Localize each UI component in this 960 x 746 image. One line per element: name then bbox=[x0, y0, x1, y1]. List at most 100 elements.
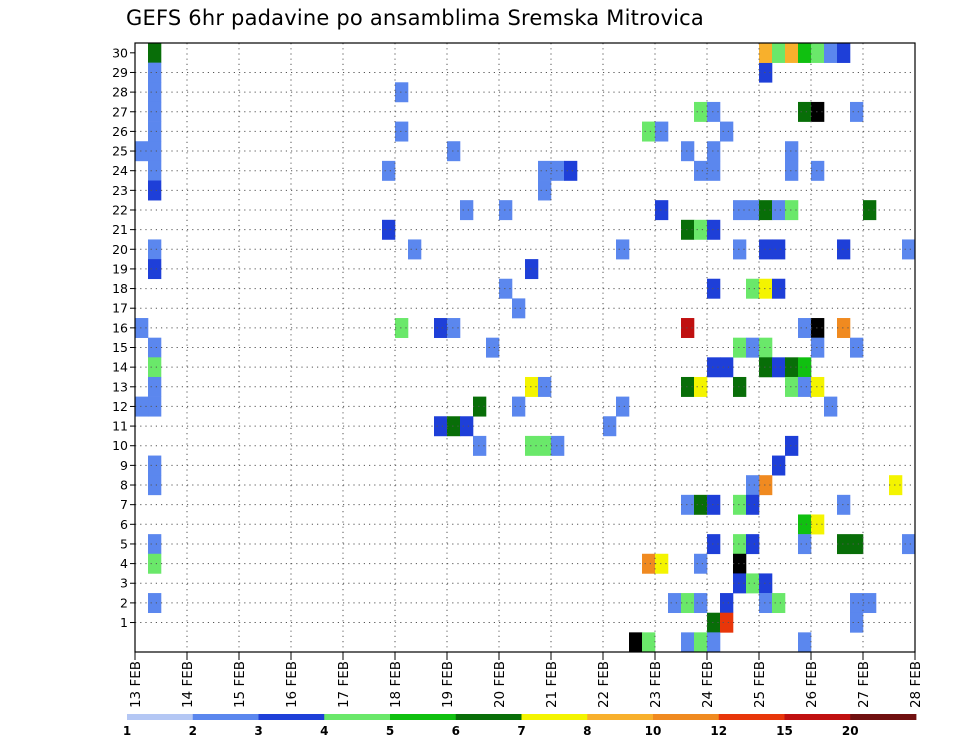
x-tick-label: 26 FEB bbox=[804, 661, 820, 708]
y-tick-label: 3 bbox=[120, 576, 128, 591]
y-tick-label: 14 bbox=[112, 360, 128, 375]
heatmap-cell bbox=[759, 200, 773, 221]
heatmap-cell bbox=[681, 593, 695, 614]
heatmap-cell bbox=[720, 357, 734, 378]
y-tick-label: 4 bbox=[120, 556, 128, 571]
heatmap-cell bbox=[707, 101, 721, 122]
heatmap-cell bbox=[681, 219, 695, 240]
heatmap-cell bbox=[148, 259, 162, 280]
legend-label: 1 bbox=[123, 724, 131, 738]
heatmap-cell bbox=[148, 239, 162, 260]
heatmap-cell bbox=[148, 357, 162, 378]
heatmap-cell bbox=[707, 612, 721, 633]
y-tick-label: 2 bbox=[120, 595, 128, 610]
x-tick-label: 16 FEB bbox=[284, 661, 300, 708]
x-tick-label: 23 FEB bbox=[648, 661, 664, 708]
heatmap-cell bbox=[837, 318, 851, 338]
y-tick-label: 25 bbox=[112, 144, 128, 159]
legend-swatch bbox=[718, 714, 785, 720]
heatmap-cell bbox=[850, 593, 864, 614]
y-tick-label: 27 bbox=[112, 104, 128, 119]
heatmap-cell bbox=[759, 278, 773, 299]
heatmap-cell bbox=[759, 357, 773, 378]
y-tick-label: 29 bbox=[112, 65, 128, 80]
heatmap-cell bbox=[681, 632, 695, 653]
y-tick-label: 9 bbox=[120, 458, 128, 473]
heatmap-cell bbox=[148, 337, 162, 358]
heatmap-cell bbox=[148, 553, 162, 574]
heatmap-cell bbox=[798, 514, 812, 535]
legend: 1 2 3 4 5 6 7 8 10 12 15 20 bbox=[123, 714, 917, 738]
heatmap-cell bbox=[785, 435, 799, 456]
heatmap-cell bbox=[694, 219, 708, 240]
heatmap-cell bbox=[642, 553, 656, 574]
heatmap-cell bbox=[733, 494, 747, 515]
heatmap-cell bbox=[564, 160, 578, 181]
legend-label: 4 bbox=[320, 724, 328, 738]
grid-lines bbox=[135, 43, 915, 652]
heatmap-cell bbox=[811, 514, 825, 535]
heatmap-cell bbox=[629, 632, 643, 653]
heatmap-cell bbox=[148, 593, 162, 614]
legend-label: 8 bbox=[583, 724, 591, 738]
y-tick-label: 5 bbox=[120, 536, 128, 551]
heatmap-cell bbox=[759, 62, 773, 83]
heatmap-cell bbox=[135, 396, 149, 417]
heatmap-cell bbox=[785, 160, 799, 181]
heatmap-cell bbox=[616, 239, 630, 260]
heatmap-cell bbox=[746, 494, 760, 515]
legend-swatch bbox=[390, 714, 457, 720]
heatmap-cell bbox=[148, 396, 162, 417]
heatmap-cell bbox=[447, 141, 461, 162]
heatmap-cell bbox=[395, 121, 409, 142]
heatmap-cell bbox=[434, 416, 448, 437]
heatmap-cell bbox=[148, 455, 162, 476]
heatmap-cell bbox=[694, 632, 708, 653]
y-tick-label: 17 bbox=[112, 301, 128, 316]
heatmap-cell bbox=[772, 455, 786, 476]
heatmap-cell bbox=[746, 200, 760, 221]
heatmap-cell bbox=[798, 632, 812, 653]
heatmap-cell bbox=[681, 376, 695, 397]
heatmap-cell bbox=[733, 573, 747, 594]
heatmap-cell bbox=[902, 534, 916, 555]
heatmap-cell bbox=[148, 475, 162, 496]
x-tick-label: 20 FEB bbox=[492, 661, 508, 708]
heatmap-cell bbox=[785, 376, 799, 397]
heatmap-cell bbox=[603, 416, 617, 437]
legend-swatch bbox=[455, 714, 522, 720]
heatmap-cell bbox=[408, 239, 422, 260]
legend-label: 10 bbox=[645, 724, 662, 738]
heatmap-cell bbox=[772, 357, 786, 378]
x-tick-label: 14 FEB bbox=[180, 661, 196, 708]
x-tick-label: 21 FEB bbox=[544, 661, 560, 708]
heatmap-cell bbox=[811, 160, 825, 181]
heatmap-cell bbox=[538, 160, 552, 181]
heatmap-cell bbox=[733, 337, 747, 358]
heatmap-cell bbox=[148, 101, 162, 122]
heatmap-cell bbox=[135, 318, 149, 338]
y-tick-label: 20 bbox=[112, 242, 128, 257]
heatmap-cell bbox=[772, 239, 786, 260]
heatmap-cell bbox=[746, 573, 760, 594]
x-tick-label: 17 FEB bbox=[336, 661, 352, 708]
heatmap-cell bbox=[772, 278, 786, 299]
heatmap-cell bbox=[811, 376, 825, 397]
heatmap-cell bbox=[720, 593, 734, 614]
legend-swatch bbox=[850, 714, 917, 720]
x-tick-label: 18 FEB bbox=[388, 661, 404, 708]
heatmap-cell bbox=[707, 219, 721, 240]
y-tick-label: 13 bbox=[112, 379, 128, 394]
heatmap-cell bbox=[148, 141, 162, 162]
legend-swatch bbox=[192, 714, 259, 720]
heatmap-cell bbox=[759, 573, 773, 594]
y-tick-label: 22 bbox=[112, 202, 128, 217]
heatmap-cell bbox=[707, 357, 721, 378]
heatmap-cell bbox=[850, 101, 864, 122]
heatmap-cell bbox=[772, 43, 786, 63]
y-tick-label: 8 bbox=[120, 478, 128, 493]
heatmap-cell bbox=[681, 141, 695, 162]
heatmap-cell bbox=[681, 494, 695, 515]
heatmap-cell bbox=[148, 180, 162, 201]
